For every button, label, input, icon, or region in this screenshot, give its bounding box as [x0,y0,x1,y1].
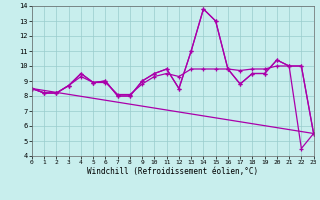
X-axis label: Windchill (Refroidissement éolien,°C): Windchill (Refroidissement éolien,°C) [87,167,258,176]
